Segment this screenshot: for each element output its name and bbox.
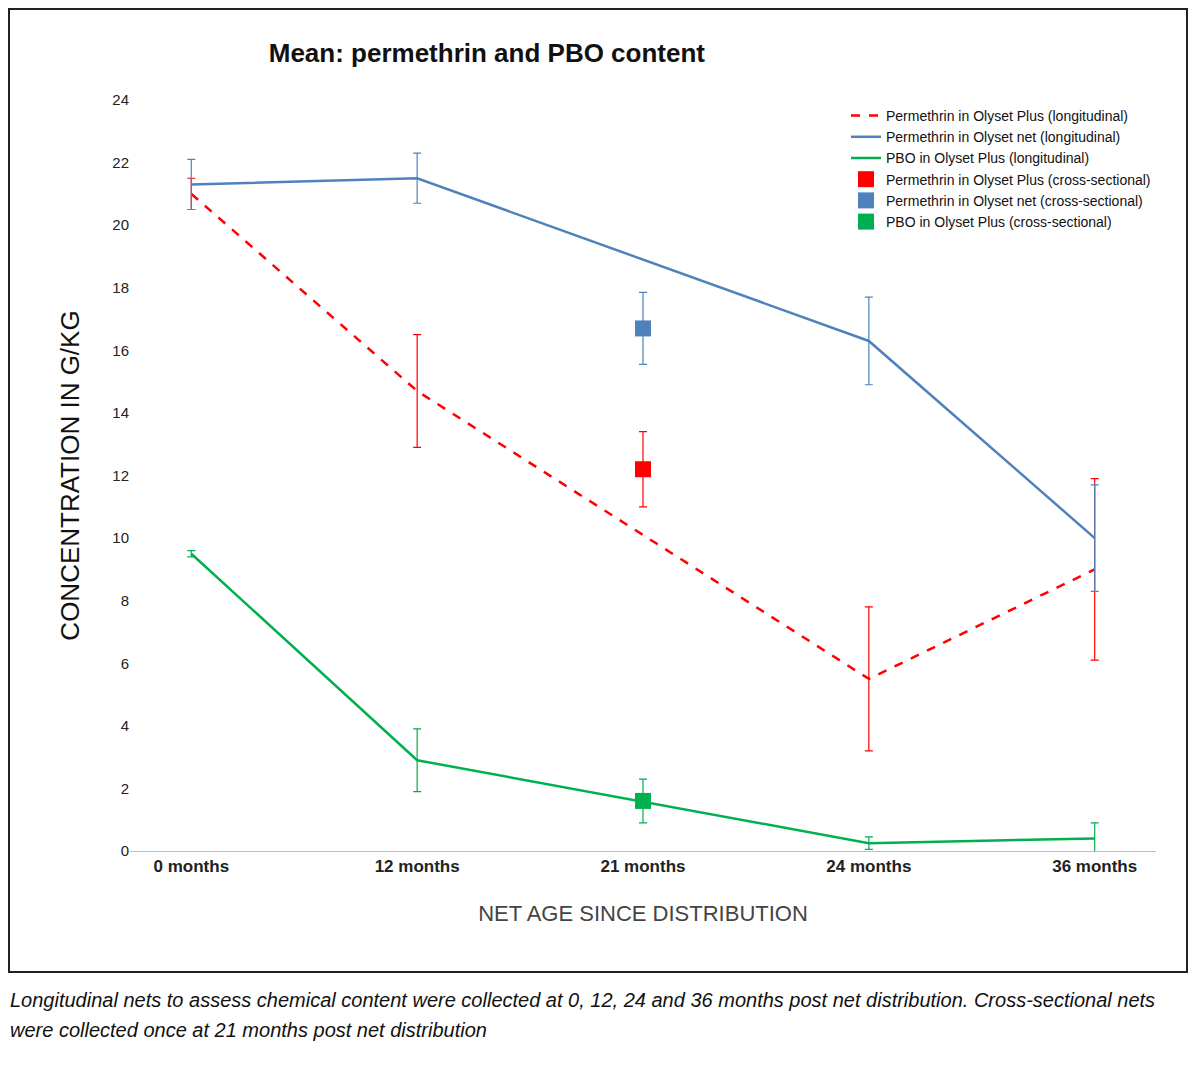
svg-text:12 months: 12 months (375, 857, 460, 876)
svg-text:6: 6 (121, 655, 129, 672)
svg-text:8: 8 (121, 592, 129, 609)
svg-text:21 months: 21 months (600, 857, 685, 876)
svg-text:14: 14 (112, 404, 129, 421)
svg-text:16: 16 (112, 342, 129, 359)
svg-text:Permethrin in Olyset Plus (cro: Permethrin in Olyset Plus (cross-section… (886, 172, 1151, 188)
svg-text:Permethrin in Olyset net (long: Permethrin in Olyset net (longitudinal) (886, 129, 1120, 145)
svg-text:2: 2 (121, 780, 129, 797)
svg-text:24: 24 (112, 91, 129, 108)
svg-text:36 months: 36 months (1052, 857, 1137, 876)
svg-text:0: 0 (121, 842, 129, 859)
svg-text:CONCENTRATION IN G/KG: CONCENTRATION IN G/KG (55, 310, 85, 640)
svg-text:22: 22 (112, 154, 129, 171)
svg-text:4: 4 (121, 717, 129, 734)
svg-text:NET AGE SINCE DISTRIBUTION: NET AGE SINCE DISTRIBUTION (478, 901, 808, 926)
svg-text:Mean: permethrin and PBO conte: Mean: permethrin and PBO content (269, 38, 706, 68)
svg-text:10: 10 (112, 529, 129, 546)
svg-text:PBO in Olyset Plus (cross-sect: PBO in Olyset Plus (cross-sectional) (886, 214, 1112, 230)
svg-text:18: 18 (112, 279, 129, 296)
svg-text:Permethrin in Olyset net (cros: Permethrin in Olyset net (cross-sectiona… (886, 193, 1143, 209)
svg-text:Permethrin in Olyset Plus (lon: Permethrin in Olyset Plus (longitudinal) (886, 108, 1128, 124)
svg-text:20: 20 (112, 216, 129, 233)
svg-text:PBO in Olyset Plus (longitudin: PBO in Olyset Plus (longitudinal) (886, 150, 1089, 166)
svg-text:12: 12 (112, 467, 129, 484)
html-text:Longitudinal nets to assess ch: Longitudinal nets to assess chemical con… (10, 989, 1156, 1041)
svg-text:0 months: 0 months (154, 857, 230, 876)
svg-text:24 months: 24 months (826, 857, 911, 876)
